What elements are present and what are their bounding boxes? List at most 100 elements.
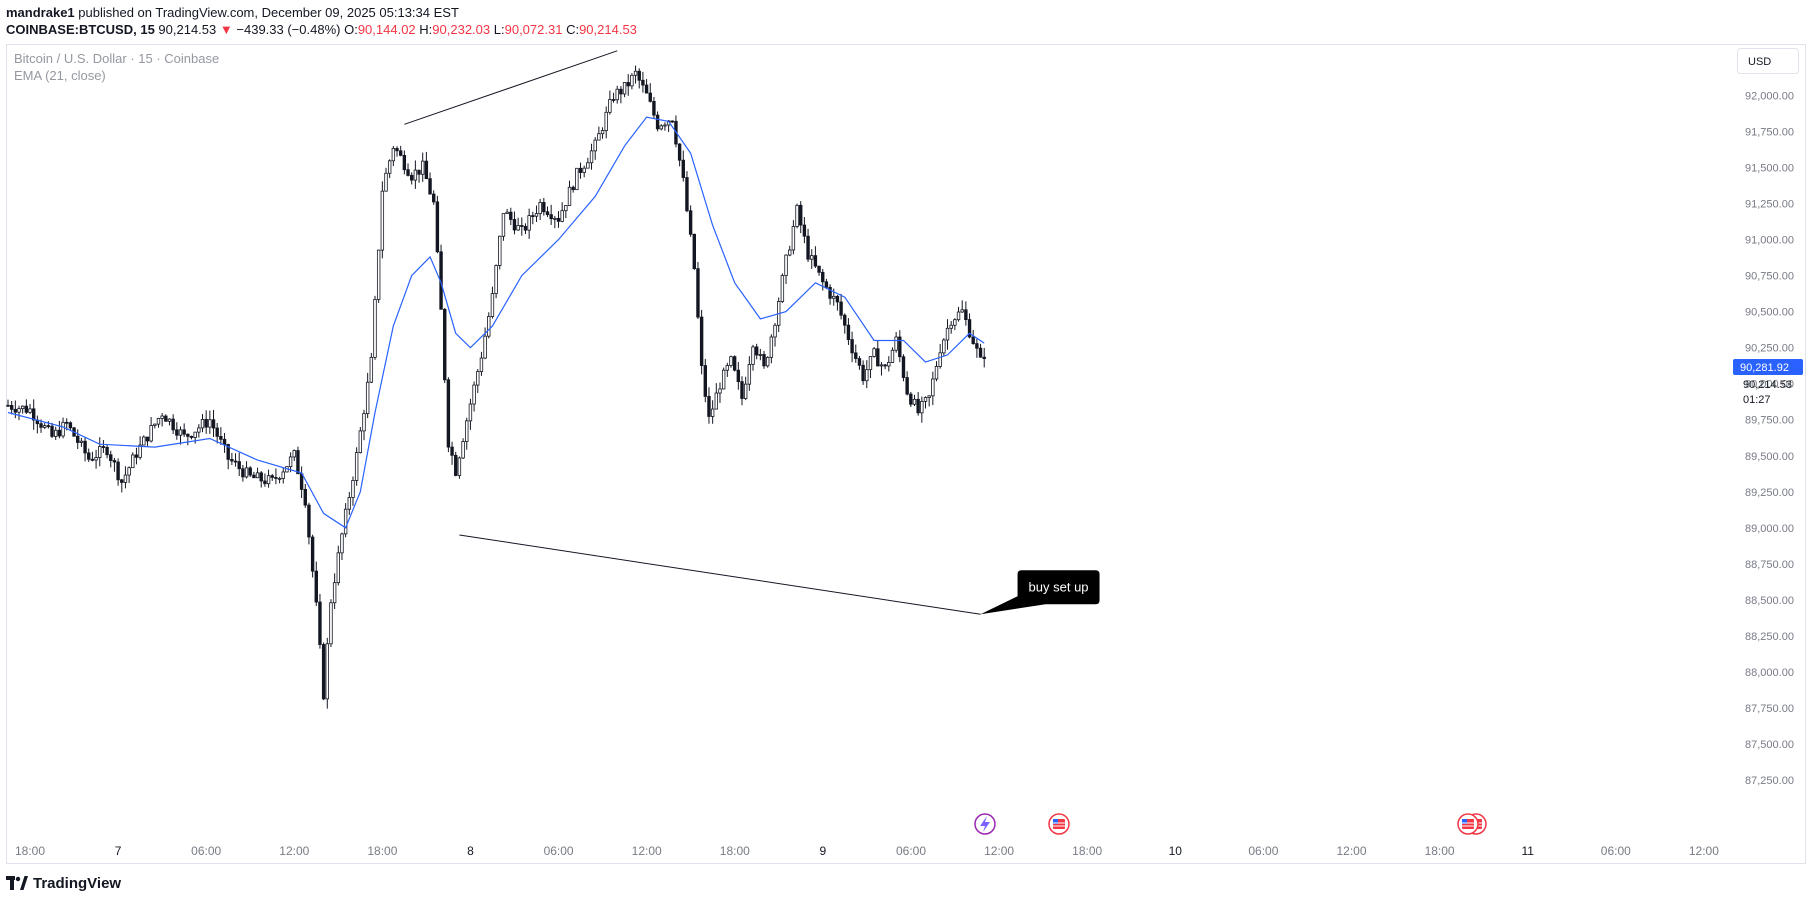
chart-pane[interactable] [6,44,1806,864]
close-label: C: [566,22,580,37]
y-axis-tick-label: 87,500.00 [1745,739,1794,751]
candle-body [336,552,340,584]
candle-body [145,436,150,442]
candle-body [813,255,818,267]
candle-body [46,425,51,428]
candle-body [729,356,733,366]
candle-body [329,602,333,645]
tradingview-brand: TradingView [33,874,122,892]
candle-body [424,160,429,180]
candle-body [266,475,271,485]
candle-body [868,356,873,371]
ema-line[interactable] [7,116,985,529]
x-axis-tick-label: 9 [820,844,827,858]
candle-body [556,217,561,222]
publish-header: mandrake1 published on TradingView.com, … [6,4,459,22]
candle-body [186,433,190,437]
candle-body [927,395,931,398]
candle-body [457,457,462,476]
candle-body [810,255,814,260]
candle-body [795,204,799,227]
candle-body [967,319,972,338]
close-value: 90,214.53 [579,22,637,37]
candle-body [725,365,730,371]
candle-body [50,425,54,437]
candle-body [754,346,759,356]
candle-body [553,217,557,220]
upper-trend-line[interactable] [404,50,618,125]
candle-body [138,444,142,458]
candle-body [219,435,223,440]
candle-body [270,475,274,478]
author-name[interactable]: mandrake1 [6,5,75,20]
candle-body [718,388,722,394]
candle-body [560,210,564,222]
x-axis-tick-label: 18:00 [1072,844,1102,858]
candle-body [76,435,80,443]
candle-body [608,99,612,113]
candle-body [655,114,660,130]
candle-body [714,392,719,410]
candle-body [241,468,245,478]
candle-body [376,249,381,300]
candle-body [685,177,689,212]
candle-body [94,457,98,461]
candle-body [153,423,157,426]
candle-body [692,233,696,270]
x-axis-tick-label: 12:00 [1336,844,1366,858]
y-axis-tick-label: 89,750.00 [1745,415,1794,427]
last-price-label: 90,214.53 [1743,379,1792,391]
candle-body [494,265,498,295]
candle-body [520,225,524,227]
candle-body [90,458,95,461]
candle-body [160,415,164,419]
candle-body [850,339,854,354]
candle-body [299,473,304,490]
candle-body [534,213,539,217]
y-axis-tick-label: 90,000.00 [1745,379,1794,391]
candle-body [354,452,359,481]
candle-body [703,365,707,397]
candle-body [490,293,495,317]
candle-body [835,295,840,303]
candle-body [288,456,293,467]
candle-body [545,211,550,216]
candle-body [799,204,803,226]
candle-body [391,148,396,162]
candle-body [443,308,447,381]
candle-body [567,186,572,206]
candle-body [523,225,528,231]
callout-bubble[interactable] [980,570,1100,615]
y-axis-tick-label: 88,500.00 [1745,595,1794,607]
candle-body [343,508,348,535]
candle-body [586,162,590,169]
candle-body [307,504,311,538]
candle-body [211,419,216,429]
candle-body [215,427,219,437]
y-axis-tick-label: 90,250.00 [1745,343,1794,355]
candle-body [938,352,942,367]
candle-body [872,348,876,357]
candle-body [105,446,109,456]
currency-button[interactable]: USD [1737,48,1799,74]
candle-body [531,215,535,218]
candle-body [292,450,296,458]
candle-body [942,339,946,354]
candle-body [736,369,741,383]
candle-body [751,346,755,365]
candle-body [171,418,175,431]
candle-body [182,429,186,435]
candle-body [24,405,29,413]
candle-body [428,178,432,195]
x-axis-tick-label: 11 [1521,844,1534,858]
lower-trend-line[interactable] [459,534,981,615]
tradingview-logo[interactable]: TradingView [6,874,121,892]
candle-body [476,371,480,386]
candle-body [358,430,363,453]
candle-body [487,316,491,337]
indicator-legend[interactable]: EMA (21, close) [14,68,106,83]
candle-body [28,408,32,413]
candle-body [696,268,700,318]
candle-body [832,295,836,299]
